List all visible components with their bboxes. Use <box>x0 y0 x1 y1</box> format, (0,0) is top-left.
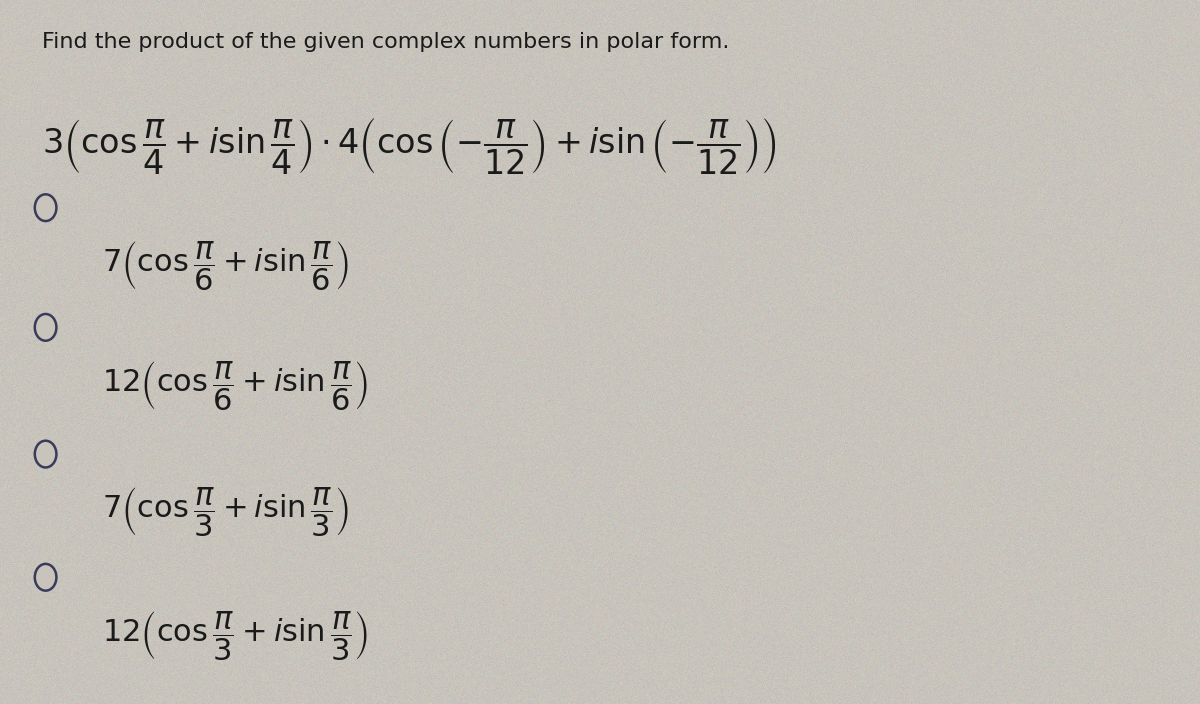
Text: $12\left(\cos\dfrac{\pi}{6}+i\sin\dfrac{\pi}{6}\right)$: $12\left(\cos\dfrac{\pi}{6}+i\sin\dfrac{… <box>102 359 368 413</box>
Ellipse shape <box>35 564 56 591</box>
Text: Find the product of the given complex numbers in polar form.: Find the product of the given complex nu… <box>42 32 730 51</box>
Ellipse shape <box>35 314 56 341</box>
Ellipse shape <box>35 194 56 221</box>
Text: $12\left(\cos\dfrac{\pi}{3}+i\sin\dfrac{\pi}{3}\right)$: $12\left(\cos\dfrac{\pi}{3}+i\sin\dfrac{… <box>102 609 368 662</box>
Ellipse shape <box>35 441 56 467</box>
Text: $7\left(\cos\dfrac{\pi}{3}+i\sin\dfrac{\pi}{3}\right)$: $7\left(\cos\dfrac{\pi}{3}+i\sin\dfrac{\… <box>102 486 348 539</box>
Text: $3\left(\cos\dfrac{\pi}{4}+i\sin\dfrac{\pi}{4}\right)\cdot 4\left(\cos\left(-\df: $3\left(\cos\dfrac{\pi}{4}+i\sin\dfrac{\… <box>42 116 776 176</box>
Text: $7\left(\cos\dfrac{\pi}{6}+i\sin\dfrac{\pi}{6}\right)$: $7\left(\cos\dfrac{\pi}{6}+i\sin\dfrac{\… <box>102 239 348 293</box>
